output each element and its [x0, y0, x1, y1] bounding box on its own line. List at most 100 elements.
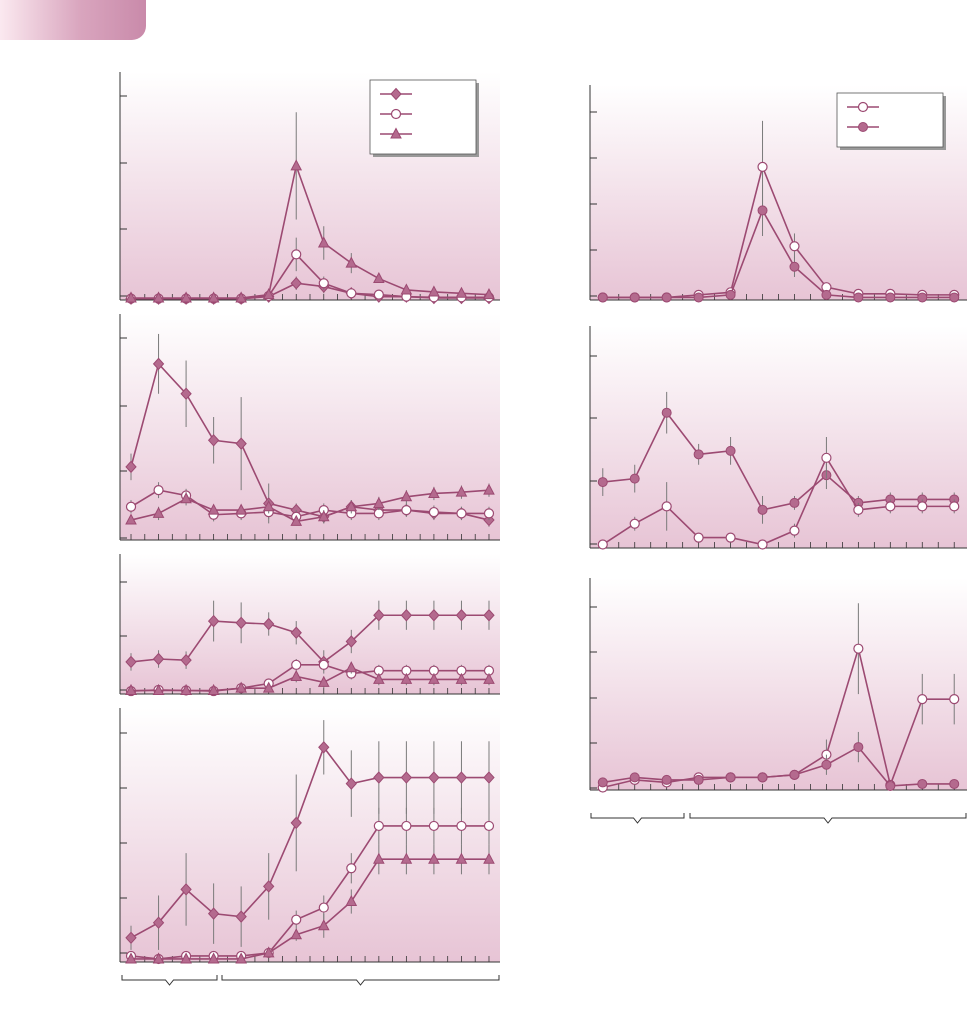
plot-background — [590, 326, 967, 548]
legend-marker — [390, 108, 402, 120]
data-point — [483, 609, 495, 622]
data-point — [318, 278, 329, 289]
chart-panel-5 — [119, 554, 500, 697]
data-point — [345, 500, 358, 512]
data-point — [629, 772, 640, 783]
data-point — [885, 292, 896, 303]
data-point — [483, 852, 495, 864]
data-point — [291, 914, 302, 925]
data-point — [235, 952, 247, 964]
data-point — [455, 485, 468, 497]
data-point — [949, 778, 960, 789]
data-point — [152, 952, 165, 964]
data-point — [693, 774, 704, 785]
data-point — [373, 609, 385, 622]
data-point — [290, 514, 303, 526]
data-point — [345, 256, 358, 268]
data-point — [317, 675, 330, 687]
data-point — [207, 952, 220, 964]
data-point — [207, 434, 220, 447]
data-point — [180, 492, 192, 504]
data-point — [789, 261, 800, 272]
data-point — [597, 777, 608, 788]
data-point — [263, 617, 275, 631]
data-point — [180, 883, 192, 896]
chart-panel-6 — [589, 578, 967, 793]
data-point — [318, 741, 330, 754]
plot-background — [120, 708, 500, 962]
data-point — [125, 291, 137, 303]
data-point — [125, 931, 137, 945]
data-point — [317, 236, 330, 248]
plot-background — [120, 314, 500, 540]
data-point — [428, 820, 440, 832]
data-point — [317, 919, 330, 931]
data-point — [629, 292, 640, 303]
data-point — [290, 626, 302, 639]
chart-panel-3 — [119, 314, 500, 541]
data-point — [290, 816, 302, 830]
data-point — [757, 539, 768, 550]
data-point — [290, 276, 302, 290]
series-2 — [597, 731, 960, 791]
series-line — [131, 666, 489, 692]
data-point — [949, 694, 960, 705]
series-line — [131, 858, 489, 960]
data-point — [290, 928, 303, 940]
data-point — [235, 616, 247, 630]
data-point — [853, 292, 864, 303]
series-2 — [597, 437, 960, 550]
data-point — [207, 907, 220, 920]
data-point — [661, 292, 672, 303]
data-point — [235, 437, 247, 450]
data-point — [290, 159, 303, 171]
data-point — [725, 445, 736, 456]
data-point — [455, 609, 468, 622]
series-1 — [125, 600, 495, 674]
data-point — [597, 477, 608, 488]
data-point — [152, 291, 165, 303]
data-point — [152, 916, 165, 929]
data-point — [180, 653, 192, 667]
data-point — [821, 289, 832, 300]
data-point — [235, 291, 247, 303]
data-point — [661, 501, 672, 512]
data-point — [789, 241, 800, 252]
data-point — [629, 518, 640, 529]
data-point — [853, 742, 864, 753]
group-bracket — [689, 813, 967, 824]
data-point — [757, 504, 768, 515]
data-point — [693, 532, 704, 543]
data-point — [917, 778, 928, 789]
data-point — [597, 292, 608, 303]
data-point — [455, 771, 468, 784]
data-point — [263, 880, 275, 893]
data-point — [597, 539, 608, 550]
data-point — [153, 485, 164, 496]
data-point — [180, 387, 192, 401]
data-point — [152, 506, 165, 518]
chart-panel-4 — [589, 326, 967, 550]
data-point — [207, 614, 220, 628]
legend-marker — [858, 122, 868, 132]
data-point — [757, 772, 768, 783]
legend — [369, 79, 479, 157]
data-point — [345, 894, 358, 907]
data-point — [262, 500, 275, 512]
data-point — [483, 771, 495, 784]
data-point — [428, 486, 440, 498]
series-2 — [597, 184, 960, 303]
data-point — [291, 249, 302, 260]
data-point — [693, 449, 704, 460]
data-point — [400, 490, 413, 502]
data-point — [207, 683, 220, 695]
data-point — [428, 285, 440, 297]
group-bracket — [221, 975, 500, 986]
data-point — [125, 655, 137, 669]
chart-panel-7 — [119, 708, 500, 965]
series-3 — [125, 112, 495, 303]
data-point — [373, 508, 384, 519]
series-line — [130, 489, 490, 523]
data-point — [757, 205, 768, 216]
data-point — [373, 852, 385, 864]
